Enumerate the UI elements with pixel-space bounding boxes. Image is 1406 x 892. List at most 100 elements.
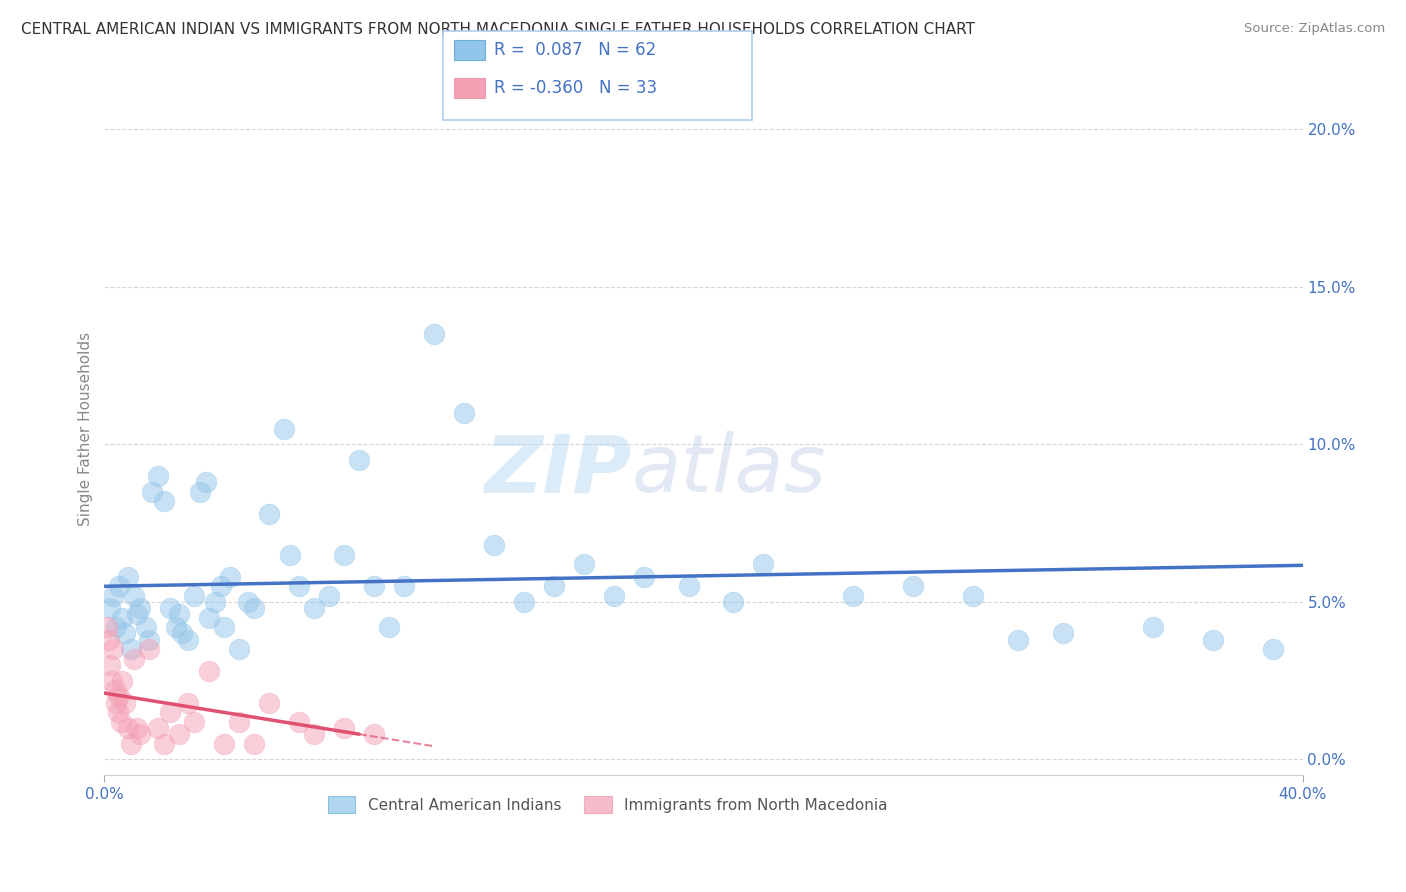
Point <box>165 620 187 634</box>
Text: R =  0.087   N = 62: R = 0.087 N = 62 <box>494 41 655 59</box>
Point <box>543 579 565 593</box>
Point <box>129 601 152 615</box>
Point <box>723 595 745 609</box>
Point <box>195 475 218 489</box>
Point <box>302 601 325 615</box>
Point <box>100 657 122 672</box>
Point <box>257 507 280 521</box>
Point <box>127 721 149 735</box>
Point <box>1202 632 1225 647</box>
Point <box>124 589 146 603</box>
Point <box>962 589 984 603</box>
Y-axis label: Single Father Households: Single Father Households <box>79 332 93 525</box>
Point <box>219 569 242 583</box>
Point <box>117 721 139 735</box>
Point <box>333 721 356 735</box>
Point <box>96 620 118 634</box>
Point <box>842 589 865 603</box>
Point <box>103 642 125 657</box>
Point <box>97 632 120 647</box>
Point <box>169 607 191 622</box>
Point <box>333 548 356 562</box>
Point <box>120 642 142 657</box>
Point <box>257 696 280 710</box>
Point <box>212 737 235 751</box>
Point <box>602 589 624 603</box>
Point <box>188 484 211 499</box>
Point <box>117 569 139 583</box>
Point <box>138 632 160 647</box>
Point <box>363 727 385 741</box>
Point <box>183 714 205 729</box>
Point <box>100 601 122 615</box>
Point <box>363 579 385 593</box>
Point <box>111 673 134 688</box>
Point <box>159 601 181 615</box>
Point <box>482 538 505 552</box>
Point <box>124 651 146 665</box>
Point <box>302 727 325 741</box>
Point <box>129 727 152 741</box>
Point <box>228 714 250 729</box>
Point <box>513 595 536 609</box>
Point <box>318 589 340 603</box>
Point <box>347 453 370 467</box>
Point <box>278 548 301 562</box>
Point <box>901 579 924 593</box>
Point <box>159 705 181 719</box>
Point <box>169 727 191 741</box>
Point <box>177 696 200 710</box>
Point <box>209 579 232 593</box>
Point <box>633 569 655 583</box>
Point <box>204 595 226 609</box>
Point <box>110 714 132 729</box>
Point <box>108 690 131 704</box>
Text: R = -0.360   N = 33: R = -0.360 N = 33 <box>494 79 657 97</box>
Point <box>153 494 176 508</box>
Text: Source: ZipAtlas.com: Source: ZipAtlas.com <box>1244 22 1385 36</box>
Point <box>243 737 266 751</box>
Point <box>103 589 125 603</box>
Point <box>273 421 295 435</box>
Point <box>114 626 136 640</box>
Point <box>105 620 128 634</box>
Point <box>198 610 221 624</box>
Point <box>243 601 266 615</box>
Point <box>177 632 200 647</box>
Point <box>172 626 194 640</box>
Point <box>1142 620 1164 634</box>
Point <box>105 696 128 710</box>
Point <box>212 620 235 634</box>
Point <box>453 406 475 420</box>
Point <box>183 589 205 603</box>
Point <box>107 705 129 719</box>
Point <box>752 557 775 571</box>
Point <box>288 579 311 593</box>
Point <box>378 620 401 634</box>
Point <box>120 737 142 751</box>
Point <box>392 579 415 593</box>
Point <box>108 579 131 593</box>
Point <box>572 557 595 571</box>
Text: ZIP: ZIP <box>484 431 631 509</box>
Point <box>198 664 221 678</box>
Point <box>135 620 157 634</box>
Point <box>678 579 700 593</box>
Point <box>288 714 311 729</box>
Point <box>138 642 160 657</box>
Point <box>101 673 124 688</box>
Point <box>104 683 127 698</box>
Point <box>1007 632 1029 647</box>
Text: atlas: atlas <box>631 431 827 509</box>
Point <box>1052 626 1074 640</box>
Point <box>1261 642 1284 657</box>
Point <box>141 484 163 499</box>
Point <box>111 610 134 624</box>
Legend: Central American Indians, Immigrants from North Macedonia: Central American Indians, Immigrants fro… <box>322 789 893 820</box>
Point <box>153 737 176 751</box>
Point <box>114 696 136 710</box>
Point <box>127 607 149 622</box>
Point <box>423 326 446 341</box>
Text: CENTRAL AMERICAN INDIAN VS IMMIGRANTS FROM NORTH MACEDONIA SINGLE FATHER HOUSEHO: CENTRAL AMERICAN INDIAN VS IMMIGRANTS FR… <box>21 22 976 37</box>
Point <box>148 468 170 483</box>
